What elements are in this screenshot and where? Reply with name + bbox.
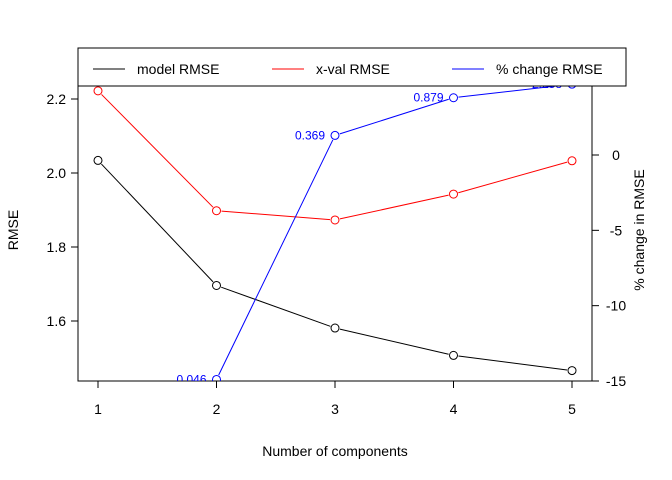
- series-line-segment: [101, 163, 214, 283]
- data-point: [330, 323, 340, 333]
- data-point: [567, 156, 577, 166]
- series-line-segment: [458, 84, 568, 98]
- data-point: [212, 206, 221, 216]
- x-tick-label: 1: [94, 401, 102, 417]
- y-right-tick-label: -10: [606, 298, 626, 314]
- data-point: [449, 93, 458, 103]
- x-axis: 1 2 3 4 5: [94, 380, 576, 417]
- series-line-segment: [458, 355, 568, 371]
- legend-label: % change RMSE: [496, 61, 603, 77]
- data-point: [330, 130, 340, 140]
- series-line-segment: [221, 210, 331, 221]
- legend-box: [77, 47, 627, 87]
- series-line-segment: [221, 286, 331, 327]
- series-line-segment: [339, 194, 449, 220]
- data-label: 0.046: [176, 372, 206, 386]
- data-label: 0.369: [295, 128, 325, 142]
- series-line-segment: [339, 98, 449, 135]
- series-line-segment: [101, 94, 214, 208]
- y-axis-right-title: % change in RMSE: [631, 169, 647, 290]
- data-point: [212, 280, 221, 290]
- plot-frame: [77, 47, 593, 382]
- x-tick-label: 5: [568, 401, 576, 417]
- y-axis-left: 1.6 1.8 2.0 2.2: [47, 91, 79, 329]
- data-point: [93, 86, 103, 96]
- data-label: 0.879: [413, 91, 443, 105]
- y-axis-title: RMSE: [5, 210, 21, 250]
- series-line-segment: [458, 161, 568, 194]
- x-axis-title: Number of components: [262, 443, 408, 459]
- series-line-segment: [339, 328, 449, 355]
- y-tick-label: 1.8: [47, 239, 67, 255]
- data-point: [449, 350, 458, 360]
- y-right-tick-label: -5: [610, 222, 623, 238]
- y-tick-label: 2.0: [47, 165, 67, 181]
- y-right-tick-label: -15: [606, 373, 626, 389]
- legend-label: x-val RMSE: [316, 61, 390, 77]
- x-tick-label: 3: [331, 401, 339, 417]
- legend-label: model RMSE: [137, 61, 219, 77]
- series-line-segment: [218, 139, 334, 376]
- y-axis-right: -15 -10 -5 0: [591, 147, 626, 389]
- y-tick-label: 2.2: [47, 91, 67, 107]
- series-1: [93, 86, 577, 225]
- x-tick-label: 4: [450, 401, 458, 417]
- series-0: [93, 155, 577, 376]
- y-right-tick-label: 0: [612, 147, 620, 163]
- y-tick-label: 1.6: [47, 313, 67, 329]
- data-point: [212, 374, 221, 381]
- data-point: [449, 189, 458, 199]
- x-tick-label: 2: [213, 401, 221, 417]
- legend: model RMSE x-val RMSE % change RMSE: [77, 47, 627, 87]
- data-point: [567, 366, 577, 376]
- data-point: [330, 215, 340, 225]
- data-point: [93, 155, 103, 165]
